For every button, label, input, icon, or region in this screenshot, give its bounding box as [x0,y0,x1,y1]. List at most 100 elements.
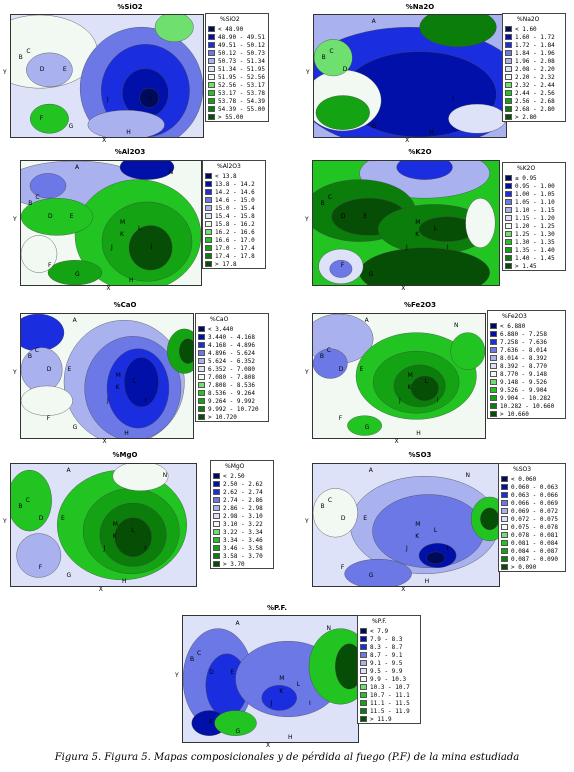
legend-swatch [505,42,512,48]
legend-range: 3.440 - 4.168 [208,333,255,341]
sample-point-j: J [406,545,408,553]
sample-point-h: H [122,578,127,586]
legend-swatch [213,545,220,551]
legend-row: 0.063 - 0.066 [499,491,565,499]
sample-point-m: M [407,372,413,379]
sample-point-l: L [433,225,438,233]
sample-point-l: L [132,378,137,386]
legend-swatch [198,382,205,388]
legend-range: > 17.8 [215,260,237,268]
legend-swatch [490,363,497,369]
legend-range: 3.46 - 3.58 [223,544,263,552]
sample-point-m: M [279,675,285,682]
legend-row: < 48.90 [206,25,268,33]
legend-swatch [198,390,205,396]
sample-point-f: F [38,563,43,571]
legend-swatch [360,676,367,682]
legend-row: 11.5 - 11.9 [358,707,420,715]
legend-row: 9.148 - 9.526 [488,378,565,386]
legend-row: > 55.00 [206,113,268,121]
legend-row: 9.264 - 9.992 [196,397,268,405]
legend-range: 2.32 - 2.44 [515,81,555,89]
legend-range: 1.00 - 1.05 [515,190,555,198]
y-axis-label: Y [305,215,309,223]
legend-range: 0.066 - 0.069 [511,499,558,507]
legend-swatch [501,476,508,482]
contour-zone [21,385,73,416]
legend-range: 1.40 - 1.45 [515,254,555,262]
legend-row: 6.880 - 7.258 [488,330,565,338]
legend-row: 1.40 - 1.45 [503,254,565,262]
legend-swatch [360,700,367,706]
sample-point-a: A [364,317,369,325]
legend-swatch [213,561,220,567]
x-axis-label: X [401,586,406,593]
legend-range: 2.44 - 2.56 [515,89,555,97]
legend-row: 0.081 - 0.084 [499,539,565,547]
legend-swatch [205,229,212,235]
legend-swatch [501,516,508,522]
legend-range: 2.74 - 2.86 [223,496,263,504]
legend-row: 8.014 - 8.392 [488,354,565,362]
legend-swatch [360,636,367,642]
sample-point-j: J [103,545,106,553]
legend-range: 1.20 - 1.25 [515,222,555,230]
sample-point-l: L [296,681,301,689]
sample-point-a: A [72,317,77,325]
legend-title: %Al2O3 [217,163,241,170]
legend-swatch [208,114,215,120]
contour-zone [315,95,370,130]
sample-point-i: I [309,700,311,708]
sample-point-c: C [329,47,334,55]
legend-range: 7.808 - 8.536 [208,381,255,389]
legend-range: < 0.060 [511,475,537,483]
sample-point-h: H [429,129,434,137]
legend-range: > 2.80 [515,113,537,121]
legend-swatch [205,197,212,203]
legend-range: 9.526 - 9.904 [500,386,547,394]
legend-row: 2.98 - 3.10 [211,512,273,520]
legend-row: < 1.60 [503,25,565,33]
sample-point-e: E [363,212,368,220]
y-axis-label: Y [13,215,17,223]
panel-title: %Na2O [405,3,435,11]
legend-range: 0.060 - 0.063 [511,483,558,491]
legend-swatch [490,395,497,401]
legend-range: 1.25 - 1.30 [515,230,555,238]
legend-range: 5.624 - 6.352 [208,357,255,365]
sample-point-d: D [38,514,44,522]
legend-row: 2.44 - 2.56 [503,89,565,97]
sample-point-c: C [326,347,331,355]
sample-point-h: H [288,734,293,742]
legend-range: 10.3 - 10.7 [370,683,410,691]
legend-swatch [501,508,508,514]
legend-row: 50.12 - 50.73 [206,49,268,57]
legend-swatch [505,26,512,32]
sample-point-m: M [415,521,421,528]
legend-range: 1.10 - 1.15 [515,206,555,214]
legend-swatch [198,326,205,332]
legend-row: 1.10 - 1.15 [503,206,565,214]
sample-point-h: H [124,430,129,438]
legend-range: 13.8 - 14.2 [215,180,255,188]
legend-range: 1.15 - 1.20 [515,214,555,222]
panel-title: %K2O [408,148,432,156]
legend-range: 8.392 - 8.770 [500,362,547,370]
panel-title: %Fe2O3 [404,301,436,309]
sample-point-g: G [368,271,374,279]
contour-svg [313,161,499,285]
legend-swatch [505,74,512,80]
legend-swatch [490,371,497,377]
legend-range: 11.1 - 11.5 [370,699,410,707]
sample-point-d: D [39,65,45,73]
contour-svg [11,464,196,586]
legend-swatch [490,355,497,361]
legend-swatch [505,114,512,120]
sample-point-d: D [48,212,53,220]
sample-point-k: K [415,231,420,239]
y-axis-label: Y [13,368,17,376]
legend-swatch [505,82,512,88]
legend-swatch [213,537,220,543]
